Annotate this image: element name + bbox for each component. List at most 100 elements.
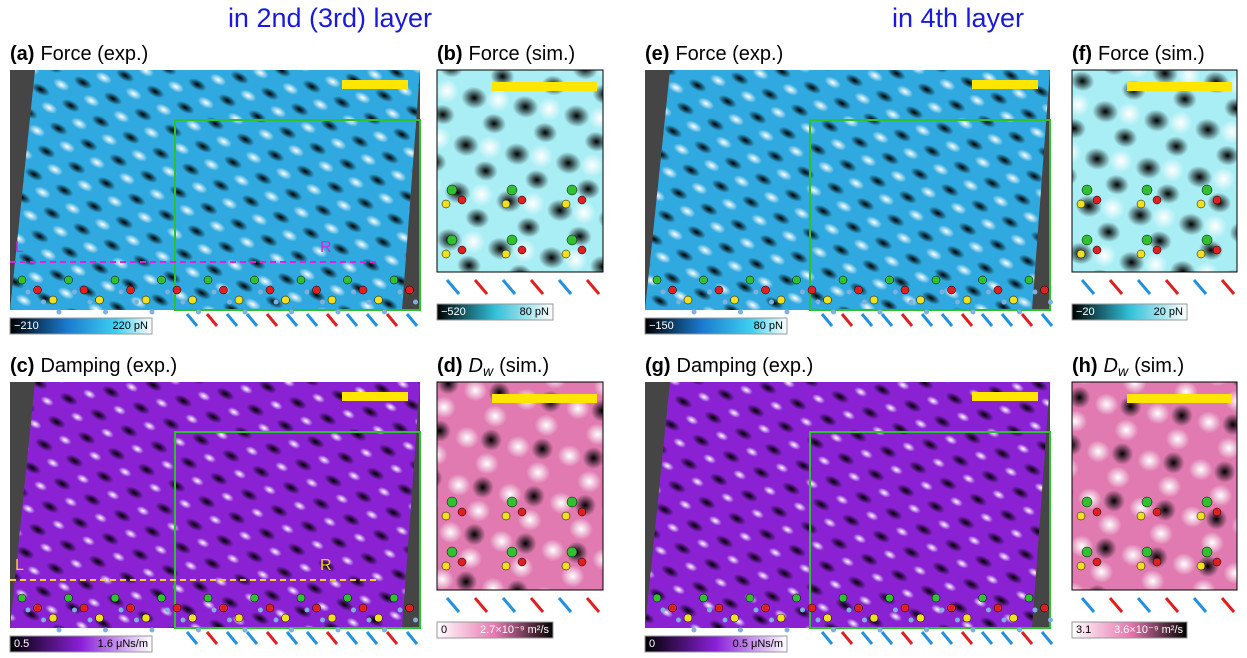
atom [320, 618, 325, 623]
atom [839, 594, 847, 602]
arrow [187, 632, 197, 644]
atom [1137, 562, 1145, 570]
atom [165, 608, 170, 613]
atom [173, 286, 181, 294]
atom [359, 286, 367, 294]
atom [390, 594, 398, 602]
atom [1093, 558, 1101, 566]
arrow [1022, 632, 1032, 644]
atom [507, 185, 517, 195]
atom [289, 310, 294, 315]
arrow [531, 598, 543, 612]
atom [1213, 558, 1221, 566]
atom [382, 310, 387, 315]
atom [313, 286, 321, 294]
colorbar-min: 0.5 [14, 638, 29, 650]
atom [878, 310, 883, 315]
atom [282, 296, 290, 304]
atom [103, 310, 108, 315]
arrow [1194, 598, 1206, 612]
atom [289, 628, 294, 633]
atom [661, 608, 666, 613]
colorbar-min: −20 [1076, 306, 1095, 318]
atom [458, 246, 466, 254]
atom [382, 628, 387, 633]
atom [940, 290, 945, 295]
atom [986, 608, 991, 613]
scale-bar [342, 392, 408, 401]
atom [1077, 250, 1085, 258]
arrow [842, 314, 852, 326]
scale-bar [342, 80, 408, 89]
atom [924, 310, 929, 315]
atom [1077, 562, 1085, 570]
arrow [862, 314, 872, 326]
arrow [347, 632, 357, 644]
image [645, 70, 1050, 310]
atom [413, 618, 418, 623]
atom [723, 618, 728, 623]
arrow [327, 314, 337, 326]
atom [34, 286, 42, 294]
atom [1202, 235, 1212, 245]
atom [769, 300, 774, 305]
atom [119, 608, 124, 613]
atom [518, 196, 526, 204]
scale-bar [492, 82, 597, 91]
atom [963, 614, 971, 622]
atom [562, 200, 570, 208]
atom [1041, 286, 1049, 294]
atom [1093, 246, 1101, 254]
atom [189, 296, 197, 304]
atom [220, 604, 228, 612]
atom [328, 296, 336, 304]
atom [344, 276, 352, 284]
atom [986, 290, 991, 295]
atom [870, 614, 878, 622]
atom [297, 594, 305, 602]
atom [34, 604, 42, 612]
atom [816, 618, 821, 623]
atom [1025, 276, 1033, 284]
atom [165, 290, 170, 295]
atom [1082, 497, 1092, 507]
atom [847, 290, 852, 295]
atom [336, 628, 341, 633]
atom [808, 604, 816, 612]
arrow [922, 632, 932, 644]
atom [458, 196, 466, 204]
atom [80, 286, 88, 294]
header: in 4th layer [892, 3, 1024, 33]
profile-marker: L [15, 239, 24, 256]
atom [458, 558, 466, 566]
profile-marker: R [320, 239, 332, 256]
panel-title-subscript: w [483, 363, 494, 379]
atom [406, 604, 414, 612]
profile-marker: L [15, 557, 24, 574]
atom [96, 614, 104, 622]
arrow [1110, 598, 1122, 612]
atom [196, 628, 201, 633]
atom [274, 618, 279, 623]
scale-bar [972, 80, 1038, 89]
panel-title-text: Force (exp.) [40, 43, 148, 65]
atom [274, 300, 279, 305]
atom [754, 608, 759, 613]
atom [189, 614, 197, 622]
atom [824, 296, 832, 304]
arrow [882, 632, 892, 644]
atom [502, 250, 510, 258]
atom [375, 614, 383, 622]
arrow [1042, 632, 1052, 644]
atom [18, 276, 26, 284]
atom [932, 594, 940, 602]
atom [1010, 296, 1018, 304]
atom [785, 310, 790, 315]
atom [862, 618, 867, 623]
atom [398, 290, 403, 295]
atom [1010, 614, 1018, 622]
arrow [922, 314, 932, 326]
atom [831, 310, 836, 315]
atom [653, 594, 661, 602]
image [1072, 70, 1237, 272]
